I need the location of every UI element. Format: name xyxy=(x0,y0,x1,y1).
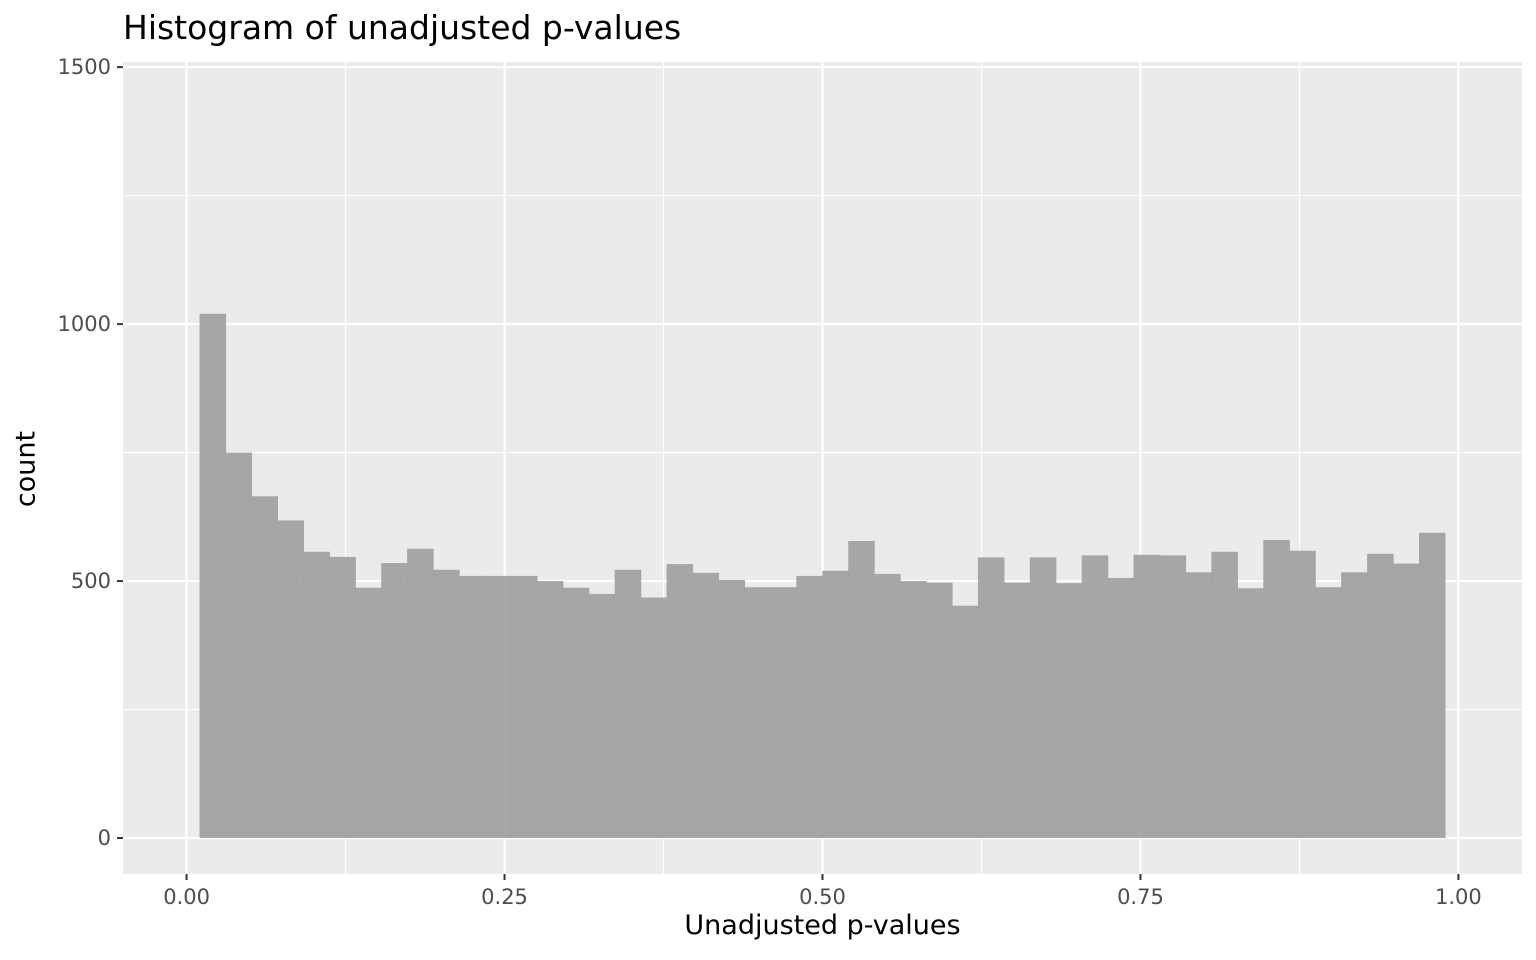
histogram-bar xyxy=(303,551,330,839)
x-tick-label: 1.00 xyxy=(1435,885,1482,909)
x-tick-label: 0.00 xyxy=(163,885,210,909)
histogram-bar xyxy=(640,597,668,839)
histogram-bar xyxy=(1263,539,1290,839)
histogram-bar xyxy=(1133,554,1161,839)
histogram-bar xyxy=(1185,572,1213,839)
histogram-bar xyxy=(1367,553,1394,839)
y-tick-label: 1500 xyxy=(58,55,111,79)
histogram-bar xyxy=(900,581,927,839)
histogram-bar xyxy=(951,605,979,839)
histogram-bar xyxy=(1315,587,1342,839)
histogram-bar xyxy=(1237,588,1264,839)
x-tick-label: 0.75 xyxy=(1117,885,1164,909)
histogram-bar xyxy=(692,572,720,839)
histogram-bar xyxy=(614,569,642,839)
histogram-bar xyxy=(562,587,590,839)
histogram-bar xyxy=(433,569,460,839)
y-tick-label: 500 xyxy=(71,569,111,593)
histogram-bar xyxy=(718,580,746,839)
histogram-bar xyxy=(355,587,382,839)
histogram-bar xyxy=(510,575,538,839)
histogram-bar xyxy=(926,582,953,839)
histogram-bar xyxy=(822,570,849,839)
histogram-bar xyxy=(1341,572,1368,839)
histogram-bar xyxy=(1003,582,1031,839)
x-axis-label: Unadjusted p-values xyxy=(684,910,961,941)
histogram-bar xyxy=(225,452,253,839)
histogram-bar xyxy=(1289,550,1316,839)
histogram-bar xyxy=(744,587,771,839)
histogram-bar xyxy=(1393,563,1420,839)
y-axis-label: count xyxy=(10,430,42,508)
x-tick-label: 0.50 xyxy=(799,885,846,909)
histogram-bar xyxy=(251,496,278,839)
histogram-bar xyxy=(407,548,434,839)
histogram-bar xyxy=(1081,555,1109,839)
histogram-bar xyxy=(666,564,694,839)
histogram-bar xyxy=(1029,557,1057,839)
y-tick-label: 0 xyxy=(98,826,111,850)
histogram-bar xyxy=(848,540,875,839)
histogram-bar xyxy=(1107,577,1135,839)
histogram-bar xyxy=(459,575,486,839)
histogram-bar xyxy=(1055,583,1083,839)
histogram-bar xyxy=(329,556,356,839)
histogram-bar xyxy=(1418,532,1446,839)
histogram-bar xyxy=(381,563,408,839)
histogram-bar xyxy=(977,557,1005,839)
histogram-bar xyxy=(1159,555,1187,839)
chart-title: Histogram of unadjusted p-values xyxy=(123,8,682,47)
histogram-bar xyxy=(199,313,227,839)
histogram-bar xyxy=(770,587,797,839)
histogram-bar xyxy=(536,581,564,839)
axis-ticks: 0.00 0.25 0.50 0.75 1.00 0 500 1000 1500 xyxy=(58,55,1482,909)
histogram-bar xyxy=(484,575,512,839)
y-tick-label: 1000 xyxy=(58,312,111,336)
histogram-bar xyxy=(796,575,823,839)
histogram-bars xyxy=(199,313,1446,839)
histogram-bar xyxy=(874,573,901,839)
histogram-bar xyxy=(588,593,616,839)
histogram-bar xyxy=(277,520,304,839)
x-tick-label: 0.25 xyxy=(481,885,528,909)
histogram-bar xyxy=(1211,551,1238,839)
